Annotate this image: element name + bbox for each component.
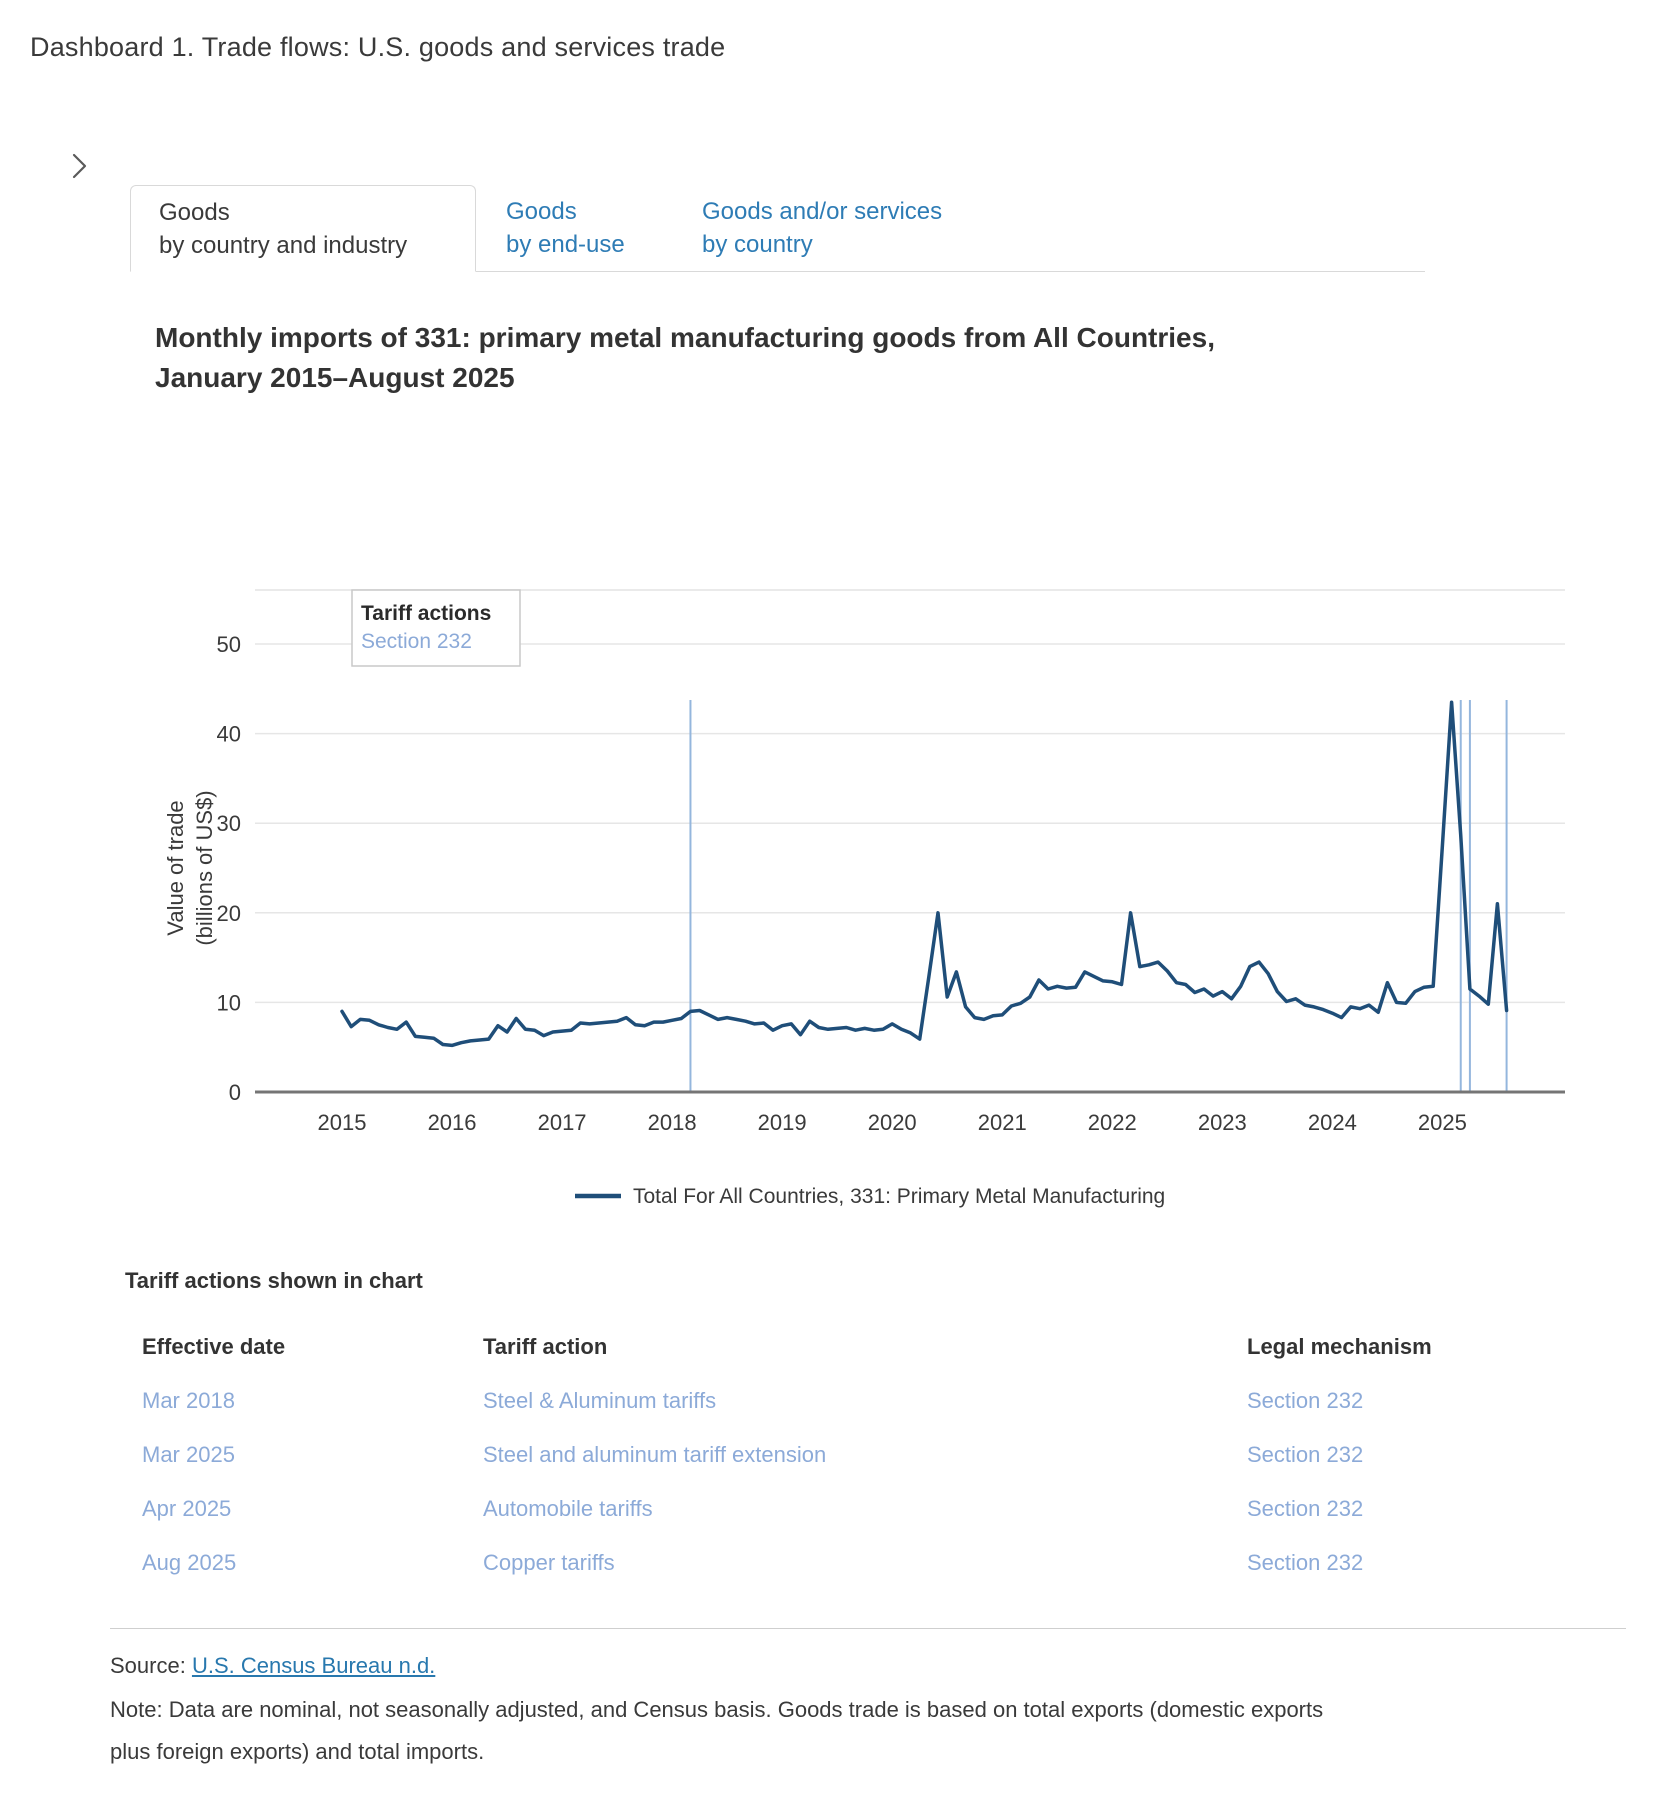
tariff-legend-box xyxy=(351,589,521,667)
y-tick-30: 30 xyxy=(217,811,241,836)
tariff-table: Effective date Tariff action Legal mecha… xyxy=(142,1320,1575,1590)
y-tick-20: 20 xyxy=(217,901,241,926)
tariff-row-2-col-1[interactable]: Automobile tariffs xyxy=(483,1496,653,1521)
x-tick-2022: 2022 xyxy=(1088,1110,1137,1135)
tab-goods-by-country-and-industry[interactable]: Goods by country and industry xyxy=(130,185,476,272)
x-tick-2015: 2015 xyxy=(318,1110,367,1135)
chart-title: Monthly imports of 331: primary metal ma… xyxy=(155,318,1575,398)
dashboard-tabbar: Goods by country and industry Goods by e… xyxy=(130,185,1425,272)
trade-line-chart[interactable]: 0 10 20 30 40 50 2015 2016 2017 2018 2019 2020 2021 2… xyxy=(55,575,1595,1225)
tariff-row-3-col-0[interactable]: Aug 2025 xyxy=(142,1550,237,1575)
x-tick-2021: 2021 xyxy=(978,1110,1027,1135)
tariff-row-3-col-1[interactable]: Copper tariffs xyxy=(483,1550,615,1575)
x-tick-2025: 2025 xyxy=(1418,1110,1467,1135)
y-tick-0: 0 xyxy=(229,1080,241,1105)
tariff-row-0-col-2[interactable]: Section 232 xyxy=(1247,1388,1364,1413)
tariff-row-2-col-2[interactable]: Section 232 xyxy=(1247,1496,1364,1521)
note-line-2: plus foreign exports) and total imports. xyxy=(110,1739,485,1764)
series-legend-label: Total For All Countries, 331: Primary Me… xyxy=(633,1185,1165,1208)
column-header-legal-mechanism: Legal mechanism xyxy=(1247,1334,1432,1359)
source-line: Source: U.S. Census Bureau n.d. xyxy=(110,1653,1626,1679)
tab-label-line2: by end-use xyxy=(506,231,625,258)
y-tick-50: 50 xyxy=(217,632,241,657)
collapse-chevron-icon[interactable] xyxy=(68,150,92,182)
x-tick-2024: 2024 xyxy=(1308,1110,1357,1135)
tariff-table-heading: Tariff actions shown in chart xyxy=(125,1268,423,1293)
x-tick-2016: 2016 xyxy=(428,1110,477,1135)
x-tick-2020: 2020 xyxy=(868,1110,917,1135)
footer-divider xyxy=(110,1628,1626,1629)
tab-label-line2: by country xyxy=(702,231,813,258)
tab-label-line1: Goods xyxy=(159,199,230,226)
source-link[interactable]: U.S. Census Bureau n.d. xyxy=(191,1653,436,1678)
x-tick-2019: 2019 xyxy=(758,1110,807,1135)
trade-value-line[interactable] xyxy=(340,700,1509,1048)
note-line-1: Note: Data are nominal, not seasonally a… xyxy=(110,1697,1324,1722)
tariff-row-3-col-2[interactable]: Section 232 xyxy=(1247,1550,1364,1575)
note-text: Note: Data are nominal, not seasonally a… xyxy=(110,1689,1626,1773)
tariff-legend-title: Tariff actions xyxy=(361,602,491,625)
chart-title-line2: January 2015–August 2025 xyxy=(155,362,515,393)
y-axis-title-line1: Value of trade xyxy=(163,800,188,935)
tab-label-line1: Goods and/or services xyxy=(702,198,943,225)
column-header-effective-date: Effective date xyxy=(142,1334,286,1359)
tariff-row-1-col-0[interactable]: Mar 2025 xyxy=(142,1442,235,1467)
tariff-table-section: Tariff actions shown in chart Effective … xyxy=(125,1268,1575,1590)
x-tick-2018: 2018 xyxy=(648,1110,697,1135)
y-axis-title-line2: (billions of US$) xyxy=(192,790,217,945)
source-label: Source: xyxy=(110,1653,192,1678)
y-tick-10: 10 xyxy=(217,990,241,1015)
tab-goods-services-by-country[interactable]: Goods and/or services by country xyxy=(672,185,942,271)
chart-footer: Source: U.S. Census Bureau n.d. Note: Da… xyxy=(110,1628,1626,1773)
tariff-row-0-col-0[interactable]: Mar 2018 xyxy=(142,1388,235,1413)
column-header-tariff-action: Tariff action xyxy=(483,1334,608,1359)
chart-title-line1: Monthly imports of 331: primary metal ma… xyxy=(155,322,1215,353)
y-tick-40: 40 xyxy=(217,722,241,747)
tariff-legend-entry-section-232[interactable]: Section 232 xyxy=(361,630,472,653)
tariff-row-0-col-1[interactable]: Steel & Aluminum tariffs xyxy=(483,1388,717,1413)
tab-label-line1: Goods xyxy=(506,198,577,225)
x-tick-2023: 2023 xyxy=(1198,1110,1247,1135)
page-title: Dashboard 1. Trade flows: U.S. goods and… xyxy=(30,32,726,62)
x-tick-2017: 2017 xyxy=(538,1110,587,1135)
tab-goods-by-end-use[interactable]: Goods by end-use xyxy=(476,185,672,271)
tariff-row-1-col-2[interactable]: Section 232 xyxy=(1247,1442,1364,1467)
tariff-row-2-col-0[interactable]: Apr 2025 xyxy=(142,1496,232,1521)
tab-label-line2: by country and industry xyxy=(159,232,408,259)
tariff-row-1-col-1[interactable]: Steel and aluminum tariff extension xyxy=(483,1442,827,1467)
